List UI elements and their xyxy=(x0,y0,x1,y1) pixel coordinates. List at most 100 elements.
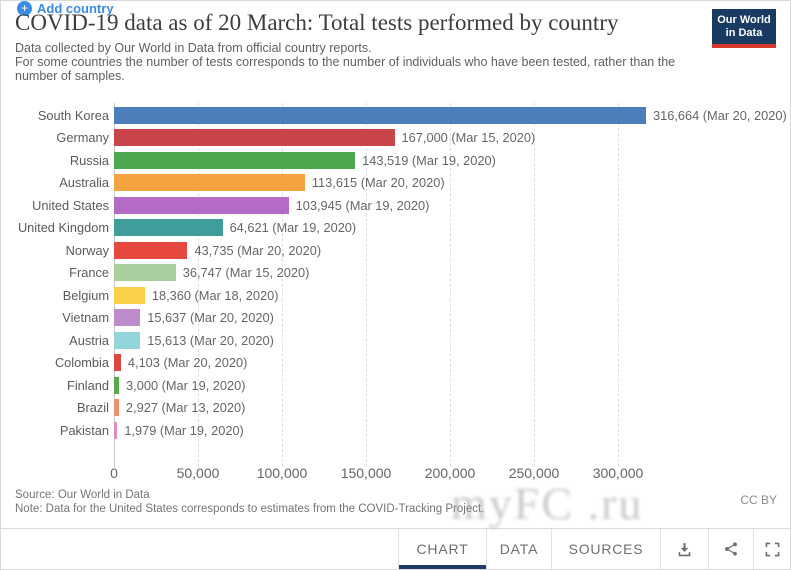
bar xyxy=(114,354,121,372)
bar-row: Vietnam 15,637 (Mar 20, 2020) xyxy=(1,307,790,330)
bar-value-label: 18,360 (Mar 18, 2020) xyxy=(151,287,279,303)
bar-value-label: 3,000 (Mar 19, 2020) xyxy=(126,377,246,393)
bar-row: Belgium 18,360 (Mar 18, 2020) xyxy=(1,284,790,307)
bar-value-label: 1,979 (Mar 19, 2020) xyxy=(124,422,244,438)
gridline xyxy=(450,103,451,467)
x-axis-tick-label: 150,000 xyxy=(340,465,392,481)
bar-row: Pakistan 1,979 (Mar 19, 2020) xyxy=(1,419,790,442)
country-label: Pakistan xyxy=(59,422,109,438)
bar-value-label: 316,664 (Mar 20, 2020) xyxy=(652,107,787,123)
fullscreen-icon xyxy=(765,542,779,556)
bar xyxy=(114,309,141,327)
bar xyxy=(114,264,176,282)
bar-value-label: 113,615 (Mar 20, 2020) xyxy=(311,175,445,191)
bar-value-label: 2,927 (Mar 13, 2020) xyxy=(125,400,246,416)
share-button[interactable] xyxy=(708,529,753,569)
axis-zero-line xyxy=(114,103,115,467)
country-label: France xyxy=(69,265,109,281)
bar-value-label: 167,000 (Mar 15, 2020) xyxy=(401,130,536,146)
page-title: COVID-19 data as of 20 March: Total test… xyxy=(15,10,619,35)
bar-value-label: 4,103 (Mar 20, 2020) xyxy=(127,355,248,371)
bar-row: United States 103,945 (Mar 19, 2020) xyxy=(1,194,790,217)
gridline xyxy=(534,103,535,467)
share-icon xyxy=(725,542,737,556)
gridline xyxy=(366,103,367,467)
bar-row: Colombia 4,103 (Mar 20, 2020) xyxy=(1,352,790,375)
country-label: Vietnam xyxy=(62,310,109,326)
footer-notes: Source: Our World in Data Note: Data for… xyxy=(15,488,484,516)
bar-value-label: 15,637 (Mar 20, 2020) xyxy=(147,310,274,326)
country-label: United States xyxy=(32,197,109,213)
country-label: Colombia xyxy=(54,355,109,371)
gridline xyxy=(282,103,283,467)
note-line: Note: Data for the United States corresp… xyxy=(15,503,485,515)
bar xyxy=(114,219,223,237)
tab-data[interactable]: DATA xyxy=(486,529,551,569)
bar-row: Norway 43,735 (Mar 20, 2020) xyxy=(1,239,790,262)
tab-chart[interactable]: CHART xyxy=(398,529,486,569)
subtitle-line: For some countries the number of tests c… xyxy=(15,55,676,69)
download-icon xyxy=(678,542,691,556)
add-country-button[interactable]: + Add country xyxy=(17,0,137,19)
country-label: South Korea xyxy=(37,107,109,123)
country-label: Finland xyxy=(67,377,109,393)
bar xyxy=(114,241,188,259)
country-label: Russia xyxy=(69,152,109,168)
bar-row: South Korea 316,664 (Mar 20, 2020) xyxy=(1,104,790,127)
bar-value-label: 143,519 (Mar 19, 2020) xyxy=(362,152,496,168)
bar-rows: South Korea 316,664 (Mar 20, 2020) Germany… xyxy=(1,104,790,442)
x-axis-tick-label: 50,000 xyxy=(176,465,220,481)
bar xyxy=(114,331,141,349)
gridline xyxy=(198,103,199,467)
subtitle-line: Data collected by Our World in Data from… xyxy=(15,41,372,55)
x-axis-tick-label: 100,000 xyxy=(256,465,308,481)
country-label: Australia xyxy=(59,175,109,191)
country-label: Germany xyxy=(56,130,109,146)
subtitle-line: number of samples. xyxy=(15,69,125,83)
country-label: Brazil xyxy=(77,400,109,416)
download-button[interactable] xyxy=(660,529,708,569)
country-label: United Kingdom xyxy=(17,220,109,236)
bar-row: Australia 113,615 (Mar 20, 2020) xyxy=(1,172,790,195)
bar-row: France 36,747 (Mar 15, 2020) xyxy=(1,262,790,285)
bar-row: Russia 143,519 (Mar 19, 2020) xyxy=(1,149,790,172)
bar xyxy=(114,151,356,169)
plot-area: 0 50,000 100,000 150,000 200,000 250,000 300,0… xyxy=(1,101,790,481)
x-axis-tick-label: 200,000 xyxy=(424,465,476,481)
x-axis-tick-label: 250,000 xyxy=(508,465,560,481)
bar xyxy=(114,421,118,439)
fullscreen-button[interactable] xyxy=(753,529,790,569)
country-label: Norway xyxy=(65,242,109,258)
bar-value-label: 36,747 (Mar 15, 2020) xyxy=(182,265,310,281)
bar xyxy=(114,174,305,192)
bar-row: Finland 3,000 (Mar 19, 2020) xyxy=(1,374,790,397)
add-country-label: Add country xyxy=(37,0,114,16)
bar-row: Austria 15,613 (Mar 20, 2020) xyxy=(1,329,790,352)
license-badge[interactable]: CC BY xyxy=(740,493,777,507)
source-line: Source: Our World in Data xyxy=(15,489,150,501)
owid-logo-line1: Our World xyxy=(717,14,771,26)
bar xyxy=(114,286,145,304)
tab-sources[interactable]: SOURCES xyxy=(551,529,660,569)
x-axis-tick-label: 300,000 xyxy=(592,465,644,481)
bar xyxy=(114,399,119,417)
bar-value-label: 43,735 (Mar 20, 2020) xyxy=(194,242,322,258)
bar-value-label: 64,621 (Mar 19, 2020) xyxy=(229,220,357,236)
bar xyxy=(114,196,289,214)
chart-subtitle: Data collected by Our World in Data from… xyxy=(15,41,675,83)
bar-value-label: 103,945 (Mar 19, 2020) xyxy=(295,197,430,213)
country-label: Belgium xyxy=(62,287,109,303)
bar-row: Germany 167,000 (Mar 15, 2020) xyxy=(1,127,790,150)
plus-icon: + xyxy=(17,1,32,16)
bar xyxy=(114,106,646,124)
owid-logo-line2: in Data xyxy=(725,27,763,39)
bar xyxy=(114,376,120,394)
bottom-tab-bar: CHART DATA SOURCES xyxy=(1,528,790,569)
gridline xyxy=(618,103,619,467)
bar-row: United Kingdom 64,621 (Mar 19, 2020) xyxy=(1,217,790,240)
bar xyxy=(114,129,395,147)
country-label: Austria xyxy=(69,332,109,348)
owid-logo: Our World in Data xyxy=(712,9,776,48)
bar-value-label: 15,613 (Mar 20, 2020) xyxy=(147,332,274,348)
